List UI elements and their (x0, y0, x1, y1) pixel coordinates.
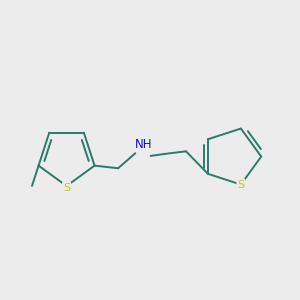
Text: NH: NH (135, 138, 152, 151)
Text: S: S (63, 183, 70, 193)
Text: S: S (237, 179, 244, 190)
